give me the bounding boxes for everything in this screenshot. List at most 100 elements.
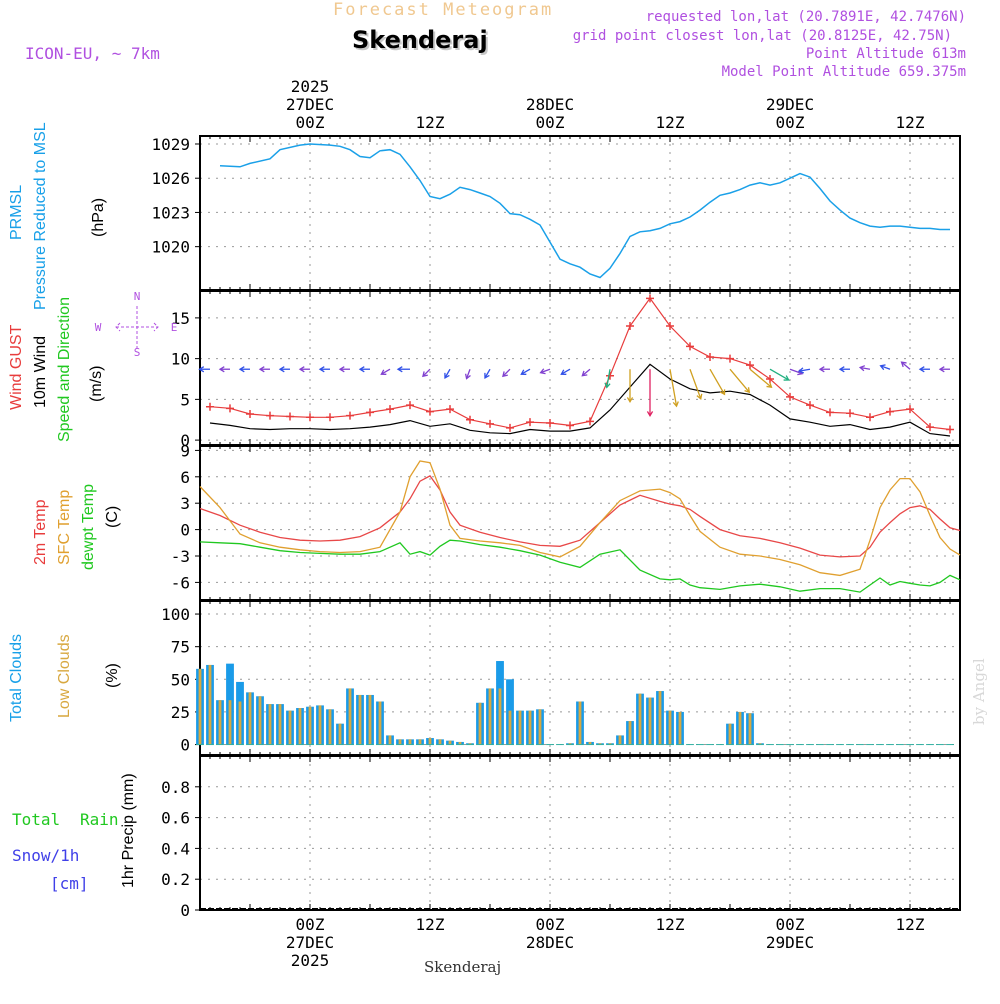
- low-cloud-bar: [358, 694, 362, 745]
- legend-cm: [cm]: [50, 874, 89, 893]
- top-time-label: 00Z: [536, 113, 565, 132]
- gust-marker: [786, 392, 794, 401]
- panel-frame: [199, 290, 961, 446]
- wind-arrow-head: [938, 366, 945, 373]
- low-cloud-bar: [448, 740, 452, 745]
- wind-arrow-head: [918, 366, 925, 373]
- low-cloud-bar: [308, 706, 312, 745]
- gust-marker: [626, 322, 634, 331]
- y-tick-label: 100: [161, 605, 190, 624]
- wind-arrow-head: [766, 382, 773, 389]
- total-clouds-label: Total Clouds: [8, 633, 25, 722]
- y-tick-label: 1026: [151, 169, 190, 188]
- wind-arrow-head: [520, 369, 527, 375]
- low-cloud-bar: [198, 668, 202, 745]
- gust-marker: [466, 415, 474, 424]
- wind-arrow-head: [646, 411, 654, 417]
- bottom-time-label: 28DEC: [526, 933, 574, 952]
- wind-arrow-head: [719, 389, 726, 396]
- low-cloud-bar: [738, 711, 742, 745]
- low-cloud-bar: [658, 691, 662, 745]
- low-cloud-bar: [258, 696, 262, 745]
- panel-5: [195, 755, 961, 911]
- gust-marker: [806, 401, 814, 410]
- gust-marker: [766, 375, 774, 383]
- top-time-label: 29DEC: [766, 95, 814, 114]
- y-tick-label: 1020: [151, 238, 190, 257]
- wind-arrow: [860, 366, 871, 370]
- y-tick-label: 6: [180, 468, 190, 487]
- ms-label: (m/s): [88, 365, 105, 402]
- low-cloud-bar: [498, 688, 502, 745]
- wind-arrow-head: [560, 369, 567, 375]
- top-time-label: 00Z: [296, 113, 325, 132]
- compass-east: E: [171, 321, 178, 334]
- top-time-label: 28DEC: [526, 95, 574, 114]
- top-time-label: 00Z: [776, 113, 805, 132]
- point-altitude: Point Altitude 613m: [805, 46, 966, 62]
- low-cloud-bar: [368, 694, 372, 745]
- low-cloud-bar: [408, 739, 412, 745]
- compass-cross: [115, 306, 159, 348]
- t2m-label: 2m Temp: [32, 499, 49, 565]
- pct-label: (%): [104, 663, 121, 688]
- y-tick-label: 0: [180, 431, 190, 450]
- y-tick-label: 0.8: [161, 778, 190, 797]
- low-cloud-bar: [378, 701, 382, 745]
- wind-arrow-head: [278, 366, 285, 373]
- low-cloud-bar: [518, 710, 522, 745]
- low-cloud-bar: [638, 693, 642, 745]
- gust-marker: [346, 411, 354, 420]
- location-title: Skenderaj: [352, 26, 488, 54]
- low-cloud-bar: [488, 688, 492, 745]
- gust-marker: [706, 353, 714, 361]
- low-cloud-bar: [228, 700, 232, 745]
- gust-marker: [226, 404, 234, 413]
- wind-arrow-head: [380, 369, 387, 375]
- wind-arrow-head: [238, 366, 245, 373]
- top-time-label: 12Z: [896, 113, 925, 132]
- low-cloud-bar: [678, 711, 682, 745]
- legend-total: Total: [12, 810, 61, 829]
- pressure-line: [219, 143, 950, 279]
- panel-3: [195, 445, 961, 601]
- bottom-time-label: 00Z: [536, 915, 565, 934]
- gust-marker: [486, 419, 494, 428]
- wind-arrow-head: [358, 366, 365, 373]
- wind-arrow: [709, 368, 726, 395]
- top-time-label: 12Z: [656, 113, 685, 132]
- wind-line: [209, 363, 951, 437]
- bottom-time-label: 00Z: [296, 915, 325, 934]
- y-tick-label: 0: [180, 901, 190, 920]
- gust-marker: [246, 410, 254, 419]
- low-cloud-bar: [588, 741, 592, 745]
- wind-arrow-head: [604, 382, 611, 389]
- requested-coords: requested lon,lat (20.7891E, 42.7476N): [645, 9, 966, 25]
- wind-arrow-head: [218, 366, 225, 373]
- y-tick-label: 0.4: [161, 839, 190, 858]
- gust-marker: [506, 423, 514, 432]
- y-tick-label: 10: [171, 350, 190, 369]
- low-cloud-bar: [458, 741, 462, 745]
- gust-marker: [306, 413, 314, 422]
- y-tick-label: 50: [171, 670, 190, 689]
- wind-arrow-head: [744, 387, 751, 394]
- wind-arrow-head: [396, 366, 403, 373]
- wind-arrow: [880, 365, 891, 370]
- temp-line-2m-temp: [199, 475, 961, 558]
- wind-arrow: [769, 368, 789, 381]
- low-cloud-bar: [758, 743, 762, 745]
- wind-arrow: [521, 368, 531, 375]
- low-clouds-label: Low Clouds: [56, 634, 73, 718]
- low-cloud-bar: [628, 721, 632, 745]
- product-title: Forecast Meteogram: [333, 0, 554, 20]
- gust-marker: [926, 423, 934, 432]
- low-cloud-bar: [438, 739, 442, 745]
- y-tick-label: -6: [171, 573, 190, 592]
- wind-arrow-head: [502, 371, 508, 378]
- sfc-label: SFC Temp: [56, 489, 73, 565]
- top-time-label: 2025: [291, 77, 330, 96]
- bottom-time-label: 2025: [291, 951, 330, 970]
- wind-arrow-head: [838, 366, 845, 373]
- wind-arrow-head: [258, 366, 265, 373]
